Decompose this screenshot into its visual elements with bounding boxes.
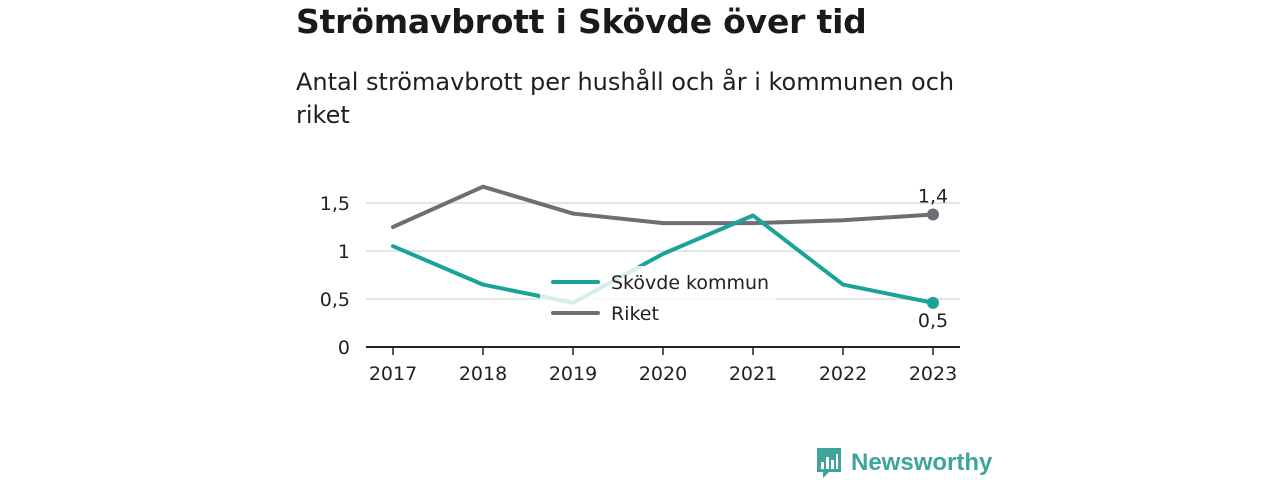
x-tick-label: 2023 — [909, 363, 957, 385]
x-tick-label: 2018 — [459, 363, 507, 385]
newsworthy-icon — [817, 448, 841, 478]
x-tick-label: 2022 — [819, 363, 867, 385]
legend: Skövde kommun Riket — [540, 266, 776, 330]
x-tick-label: 2017 — [369, 363, 417, 385]
chart-title: Strömavbrott i Skövde över tid — [296, 2, 867, 41]
newsworthy-logo[interactable]: Newsworthy — [815, 446, 992, 480]
y-tick-label: 1,5 — [320, 193, 350, 215]
riket-end-label: 1,4 — [918, 186, 948, 208]
legend-label: Riket — [611, 303, 659, 325]
series-line-1 — [391, 184, 935, 229]
series-end-point — [927, 208, 939, 221]
y-tick-label: 1 — [338, 241, 350, 263]
y-tick-label: 0,5 — [320, 289, 350, 311]
x-tick-label: 2021 — [729, 363, 777, 385]
legend-background — [540, 266, 776, 330]
x-tick-label: 2019 — [549, 363, 597, 385]
series-end-point — [927, 296, 939, 309]
series-lines — [391, 184, 939, 309]
x-axis: 2017 2018 2019 2020 2021 2022 2023 — [366, 346, 960, 385]
skovde-end-label: 0,5 — [918, 310, 948, 332]
x-tick-label: 2020 — [639, 363, 687, 385]
chart-subtitle: Antal strömavbrott per hushåll och år i … — [296, 68, 955, 129]
legend-label: Skövde kommun — [611, 272, 769, 294]
brand-name: Newsworthy — [851, 449, 993, 476]
y-axis-ticks: 0 0,5 1 1,5 — [320, 193, 350, 359]
series-line-0 — [391, 213, 935, 305]
data-labels: 1,4 0,5 — [918, 186, 948, 332]
y-tick-label: 0 — [338, 337, 350, 359]
